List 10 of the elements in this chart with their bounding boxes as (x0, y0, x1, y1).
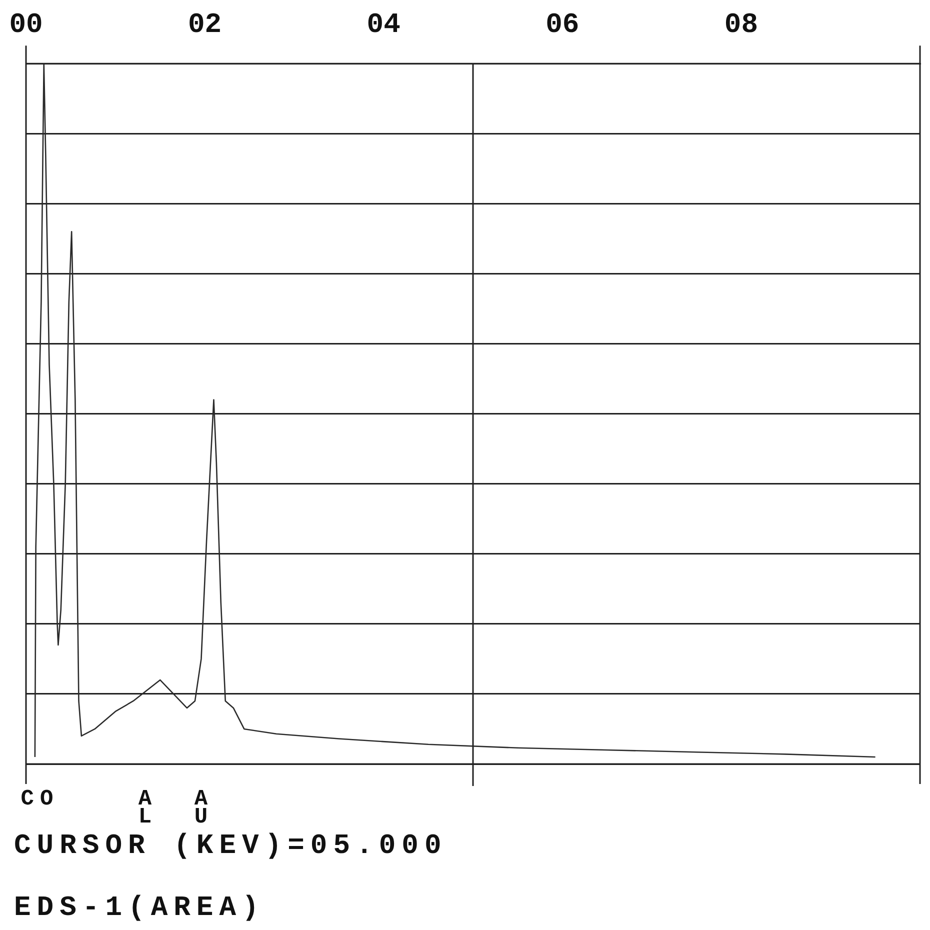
text: A U (194, 786, 214, 830)
text: A L (138, 786, 158, 830)
text: EDS-1(AREA) (14, 893, 265, 924)
x-tick-label: 00 (9, 10, 43, 41)
x-tick-label: 06 (546, 10, 580, 41)
x-tick-label: 04 (366, 10, 400, 41)
x-tick-label: 02 (188, 10, 222, 41)
text: CO (20, 786, 60, 812)
x-tick-label: 08 (724, 10, 758, 41)
text: CURSOR (KEV)=05.000 (14, 831, 448, 862)
